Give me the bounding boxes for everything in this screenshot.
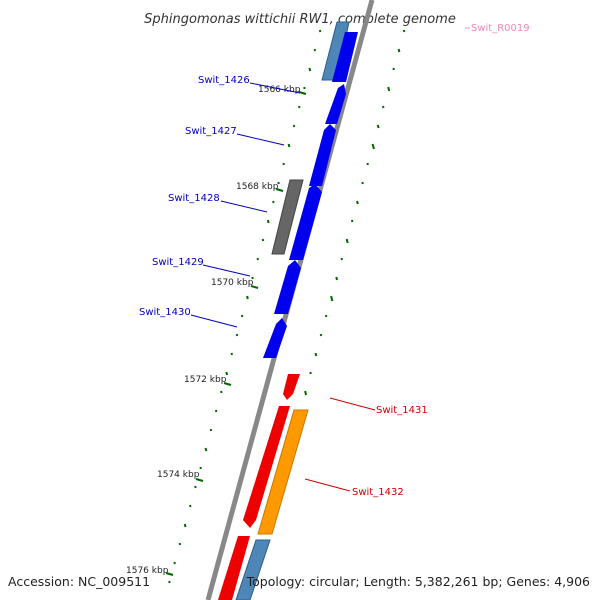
gene-label-swit-1429[interactable]: Swit_1429 <box>152 257 251 277</box>
gc-dash <box>309 371 312 375</box>
inner-dash <box>178 542 182 546</box>
feature-swit-1432-red[interactable] <box>243 406 290 528</box>
map-title: Sphingomonas wittichii RW1, complete gen… <box>144 12 456 27</box>
inner-dash <box>230 352 233 356</box>
gc-dash <box>324 314 328 318</box>
kbp-label-1568: 1568 kbp <box>236 182 284 192</box>
gene-label-swit-1430[interactable]: Swit_1430 <box>139 307 238 328</box>
inner-dash <box>168 580 171 584</box>
gene-label-swit-1431[interactable]: Swit_1431 <box>329 397 428 416</box>
gc-dash <box>376 124 380 129</box>
inner-dash <box>303 86 306 90</box>
kbp-label-1576: 1576 kbp <box>126 566 174 576</box>
inner-dash <box>318 29 322 33</box>
inner-dash <box>204 447 208 452</box>
svg-text:1576 kbp: 1576 kbp <box>126 566 169 576</box>
gene-label-swit-1427[interactable]: Swit_1427 <box>185 126 285 146</box>
inner-dash <box>308 67 312 72</box>
inner-dash <box>220 390 223 394</box>
inner-dash <box>292 124 296 128</box>
svg-text:Swit_1426: Swit_1426 <box>198 75 250 86</box>
gc-dash <box>335 276 338 281</box>
feature-swit-1426-b[interactable] <box>325 84 346 124</box>
inner-dash <box>199 466 202 470</box>
inner-dash-track <box>168 29 322 584</box>
svg-text:Swit_1430: Swit_1430 <box>139 307 191 318</box>
gene-label-swit-1428[interactable]: Swit_1428 <box>168 193 268 213</box>
gc-dash <box>371 143 375 150</box>
inner-dash <box>266 219 270 224</box>
inner-dash <box>313 48 317 52</box>
gene-label-swit-1432[interactable]: Swit_1432 <box>304 478 404 498</box>
inner-dash <box>183 523 187 528</box>
gc-dash <box>350 219 354 223</box>
inner-dash <box>214 409 218 413</box>
svg-text:1568 kbp: 1568 kbp <box>236 182 279 192</box>
inner-dash <box>261 238 265 242</box>
svg-text:Swit_1427: Swit_1427 <box>185 126 237 137</box>
feature-bottom-steel[interactable] <box>235 539 271 600</box>
kbp-label-1572: 1572 kbp <box>184 375 232 386</box>
kbp-label-1574: 1574 kbp <box>157 470 204 482</box>
inner-dash <box>251 276 254 280</box>
feature-swit-1430[interactable] <box>263 318 287 358</box>
inner-dash <box>287 143 291 148</box>
feature-swit-1426-a[interactable] <box>332 32 358 82</box>
gc-dash <box>356 200 359 205</box>
inner-dash <box>235 333 239 337</box>
inner-dash <box>256 257 259 261</box>
gc-dash <box>382 105 385 109</box>
inner-dash <box>298 105 301 109</box>
svg-text:Swit_1428: Swit_1428 <box>168 193 220 204</box>
inner-dash <box>282 162 285 166</box>
feature-bottom-red[interactable] <box>218 536 250 600</box>
gene-label-swit-r0019[interactable]: Swit_R0019 <box>465 23 530 34</box>
svg-text:1572 kbp: 1572 kbp <box>184 375 227 385</box>
svg-text:Swit_1429: Swit_1429 <box>152 257 204 268</box>
feature-swit-1428-gray[interactable] <box>271 179 304 255</box>
feature-swit-1427[interactable] <box>309 124 336 186</box>
gc-dash <box>345 238 349 244</box>
kbp-label-1570: 1570 kbp <box>211 278 259 289</box>
gc-dash <box>319 333 323 337</box>
svg-text:1566 kbp: 1566 kbp <box>258 85 301 95</box>
inner-dash <box>272 200 275 204</box>
svg-text:Swit_R0019: Swit_R0019 <box>471 23 530 34</box>
gene-label-swit-1426[interactable]: Swit_1426 <box>198 75 301 94</box>
kbp-label-1566: 1566 kbp <box>258 85 307 95</box>
gc-dash <box>361 181 364 185</box>
gc-dash <box>366 162 369 166</box>
inner-dash <box>209 428 213 432</box>
gc-dash <box>340 257 343 261</box>
svg-text:1570 kbp: 1570 kbp <box>211 278 254 288</box>
feature-swit-1432-orange[interactable] <box>257 409 309 535</box>
inner-dash <box>194 485 197 489</box>
gc-dash <box>397 48 401 53</box>
feature-swit-1431[interactable] <box>283 374 300 400</box>
inner-dash <box>189 504 192 508</box>
inner-dash <box>277 181 280 185</box>
gc-dash <box>330 295 334 302</box>
svg-text:Swit_1432: Swit_1432 <box>352 487 404 498</box>
gc-dash <box>402 29 406 33</box>
gc-dash <box>387 86 391 92</box>
svg-text:Swit_1431: Swit_1431 <box>376 405 428 416</box>
feature-swit-1429[interactable] <box>274 260 301 314</box>
inner-dash <box>173 561 176 565</box>
gc-dash <box>314 352 318 357</box>
svg-text:1574 kbp: 1574 kbp <box>157 470 200 480</box>
inner-dash <box>246 295 249 300</box>
topology-text: Topology: circular; Length: 5,382,261 bp… <box>246 574 590 589</box>
accession-text: Accession: NC_009511 <box>8 574 151 589</box>
inner-dash <box>225 371 229 376</box>
gc-dash <box>392 67 395 71</box>
gc-dash <box>304 390 308 396</box>
feature-swit-1428[interactable] <box>289 184 322 260</box>
inner-dash <box>240 314 244 318</box>
